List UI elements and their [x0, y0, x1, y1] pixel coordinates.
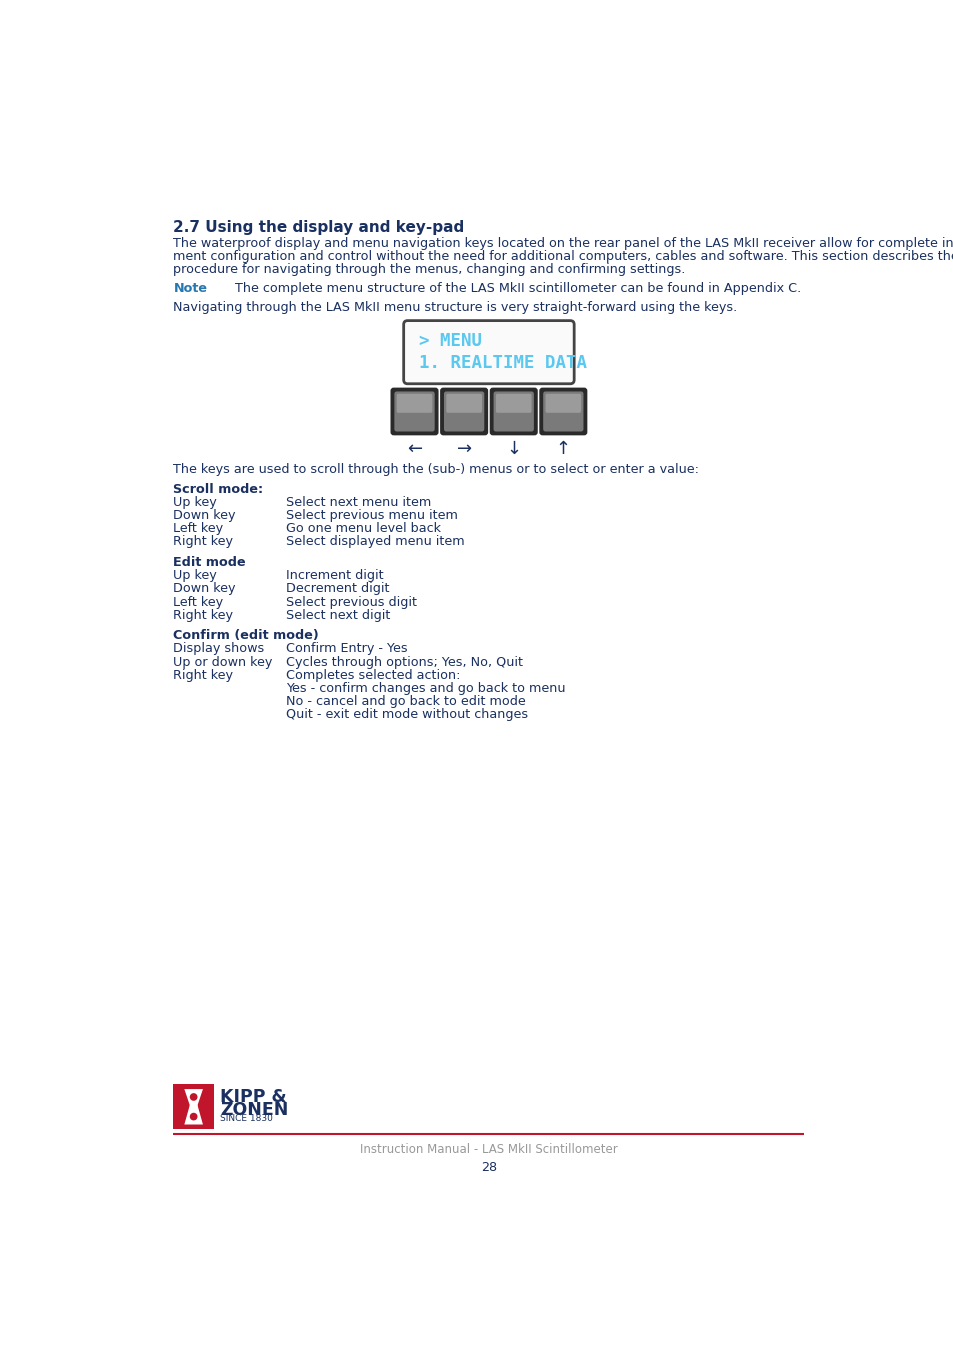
Text: Increment digit: Increment digit — [286, 570, 383, 582]
FancyBboxPatch shape — [545, 394, 580, 413]
Text: Go one menu level back: Go one menu level back — [286, 522, 440, 536]
FancyBboxPatch shape — [493, 392, 534, 432]
Text: Down key: Down key — [173, 509, 235, 522]
Text: 1. REALTIME DATA: 1. REALTIME DATA — [418, 354, 586, 371]
Text: Confirm Entry - Yes: Confirm Entry - Yes — [286, 643, 407, 656]
Text: Up key: Up key — [173, 497, 217, 509]
Text: The keys are used to scroll through the (sub-) menus or to select or enter a val: The keys are used to scroll through the … — [173, 463, 699, 477]
Text: 28: 28 — [480, 1161, 497, 1174]
Text: ↓: ↓ — [506, 440, 520, 458]
FancyBboxPatch shape — [439, 387, 488, 435]
Text: ZONEN: ZONEN — [220, 1102, 288, 1119]
FancyBboxPatch shape — [446, 394, 481, 413]
Text: Right key: Right key — [173, 536, 233, 548]
Ellipse shape — [190, 1094, 197, 1100]
Text: Right key: Right key — [173, 609, 233, 621]
FancyBboxPatch shape — [489, 387, 537, 435]
Text: Select displayed menu item: Select displayed menu item — [286, 536, 464, 548]
Text: ment configuration and control without the need for additional computers, cables: ment configuration and control without t… — [173, 250, 953, 263]
Polygon shape — [184, 1089, 203, 1125]
FancyBboxPatch shape — [396, 394, 432, 413]
Text: Up or down key: Up or down key — [173, 656, 273, 668]
Text: Quit - exit edit mode without changes: Quit - exit edit mode without changes — [286, 707, 527, 721]
Text: Scroll mode:: Scroll mode: — [173, 483, 263, 495]
Text: Up key: Up key — [173, 570, 217, 582]
Text: Select next digit: Select next digit — [286, 609, 390, 621]
Text: Decrement digit: Decrement digit — [286, 582, 389, 595]
Text: ←: ← — [407, 440, 421, 458]
Text: > MENU: > MENU — [418, 332, 481, 350]
Text: Left key: Left key — [173, 595, 223, 609]
Text: Display shows: Display shows — [173, 643, 265, 656]
Circle shape — [190, 1102, 197, 1110]
Text: Completes selected action:: Completes selected action: — [286, 668, 460, 682]
Text: Yes - confirm changes and go back to menu: Yes - confirm changes and go back to men… — [286, 682, 565, 695]
Text: SINCE 1830: SINCE 1830 — [220, 1114, 273, 1123]
Text: Down key: Down key — [173, 582, 235, 595]
FancyBboxPatch shape — [542, 392, 583, 432]
Text: The waterproof display and menu navigation keys located on the rear panel of the: The waterproof display and menu navigati… — [173, 236, 953, 250]
Text: Right key: Right key — [173, 668, 233, 682]
FancyBboxPatch shape — [443, 392, 484, 432]
Text: KIPP &: KIPP & — [220, 1088, 286, 1106]
FancyBboxPatch shape — [390, 387, 438, 435]
Text: Cycles through options; Yes, No, Quit: Cycles through options; Yes, No, Quit — [286, 656, 522, 668]
Text: Note: Note — [173, 282, 208, 296]
Text: Select previous menu item: Select previous menu item — [286, 509, 457, 522]
Text: Instruction Manual - LAS MkII Scintillometer: Instruction Manual - LAS MkII Scintillom… — [359, 1143, 618, 1156]
Text: Select previous digit: Select previous digit — [286, 595, 416, 609]
Bar — [173, 1084, 213, 1129]
Text: ↑: ↑ — [556, 440, 570, 458]
Text: Select next menu item: Select next menu item — [286, 497, 431, 509]
Text: Navigating through the LAS MkII menu structure is very straight-forward using th: Navigating through the LAS MkII menu str… — [173, 301, 737, 315]
Text: Left key: Left key — [173, 522, 223, 536]
Text: The complete menu structure of the LAS MkII scintillometer can be found in Appen: The complete menu structure of the LAS M… — [235, 282, 801, 296]
Text: 2.7 Using the display and key-pad: 2.7 Using the display and key-pad — [173, 220, 464, 235]
FancyBboxPatch shape — [394, 392, 435, 432]
Text: Edit mode: Edit mode — [173, 556, 246, 570]
FancyBboxPatch shape — [538, 387, 587, 435]
Text: procedure for navigating through the menus, changing and confirming settings.: procedure for navigating through the men… — [173, 263, 685, 275]
FancyBboxPatch shape — [496, 394, 531, 413]
Text: →: → — [456, 440, 471, 458]
Text: Confirm (edit mode): Confirm (edit mode) — [173, 629, 319, 643]
Text: No - cancel and go back to edit mode: No - cancel and go back to edit mode — [286, 695, 525, 707]
Ellipse shape — [190, 1112, 197, 1120]
FancyBboxPatch shape — [403, 320, 574, 383]
